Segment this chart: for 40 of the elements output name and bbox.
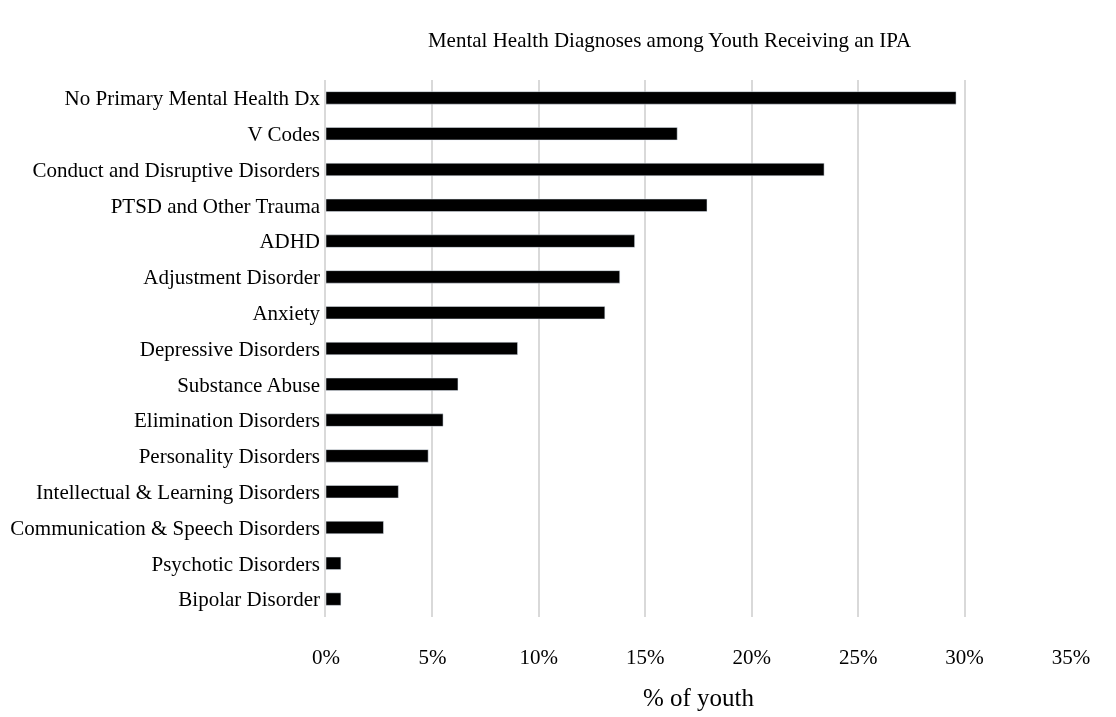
bar [326, 198, 708, 212]
y-tick-label: Anxiety [252, 301, 321, 326]
x-tick-label: 35% [1051, 645, 1091, 669]
x-tick-label: 30% [945, 645, 984, 669]
x-tick-label: 5% [418, 645, 447, 669]
y-tick-label: Substance Abuse [177, 372, 321, 397]
y-tick-label: Personality Disorders [138, 444, 321, 469]
bar [326, 413, 444, 427]
y-tick-label: Intellectual & Learning Disorders [36, 480, 321, 505]
bar [326, 127, 678, 141]
x-tick-label: 20% [732, 645, 771, 669]
bar [326, 234, 635, 248]
x-tick-label: 25% [838, 645, 878, 669]
chart-title: Mental Health Diagnoses among Youth Receiving an IPA [427, 27, 913, 52]
y-tick-label: Adjustment Disorder [143, 265, 321, 290]
x-tick-label: 10% [519, 645, 559, 669]
x-axis-title: % of youth [642, 684, 755, 711]
y-tick-label: Depressive Disorders [139, 336, 321, 361]
y-tick-label: No Primary Mental Health Dx [64, 86, 321, 111]
bar [326, 556, 342, 570]
bar [326, 306, 606, 320]
y-tick-label: Communication & Speech Disorders [10, 515, 321, 540]
bar [326, 270, 620, 284]
bar [326, 162, 825, 177]
bar [326, 91, 957, 105]
y-tick-label: PTSD and Other Trauma [110, 193, 321, 218]
y-tick-label: ADHD [259, 229, 321, 254]
y-tick-label: Elimination Disorders [133, 408, 321, 433]
y-tick-label: Conduct and Disruptive Disorders [32, 157, 321, 182]
bar [326, 520, 384, 535]
bar [326, 592, 342, 606]
y-tick-label: Psychotic Disorders [151, 551, 321, 576]
bar [326, 485, 399, 499]
x-tick-label: 15% [626, 645, 665, 669]
x-tick-label: 0% [312, 645, 340, 669]
bar [326, 449, 429, 463]
bar [326, 377, 459, 391]
y-tick-label: V Codes [247, 122, 321, 147]
y-tick-label: Bipolar Disorder [178, 587, 321, 612]
bar [326, 341, 518, 356]
